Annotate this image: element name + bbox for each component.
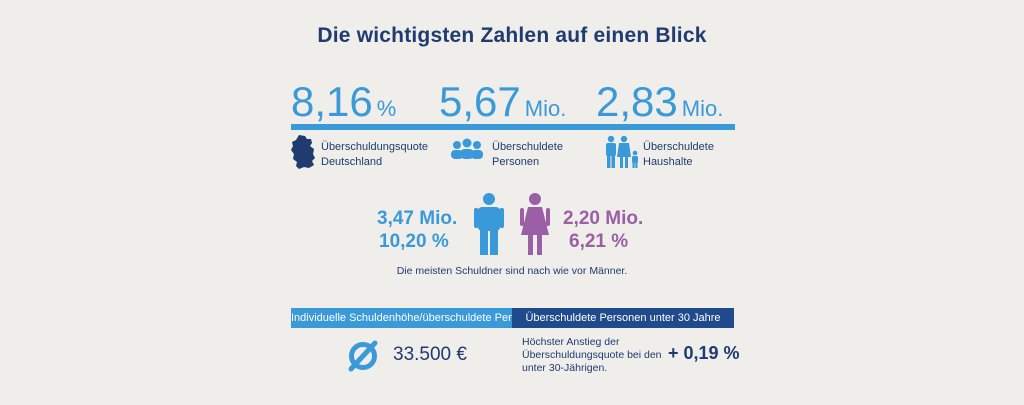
youth-value: + 0,19 % [668, 343, 740, 363]
youth-text-line3: unter 30-Jährigen. [522, 362, 608, 374]
stat-persons-label-line2: Personen [492, 156, 540, 168]
stat-households-value: 2,83 Mio. [596, 78, 723, 126]
stat-quote-value: 8,16% [291, 78, 396, 126]
divider-bar [291, 124, 735, 130]
male-icon [474, 193, 504, 255]
average-icon: Ø [347, 340, 379, 372]
female-count: 2,20 Mio. [563, 208, 644, 229]
stat-persons-label-line1: Überschuldete [492, 141, 563, 153]
group-people-icon [451, 138, 483, 159]
female-percent: 6,21 % [569, 231, 629, 252]
gender-note: Die meisten Schuldner sind nach wie vor … [396, 265, 628, 277]
youth-header: Überschuldete Personen unter 30 Jahre [512, 308, 734, 328]
stat-households-label-line1: Überschuldete [643, 141, 714, 153]
youth-text-line2: Überschuldungsquote bei den [522, 349, 662, 361]
stat-quote-label-line2: Deutschland [321, 156, 383, 168]
page-title: Die wichtigsten Zahlen auf einen Blick [317, 24, 707, 47]
stat-persons-value: 5,67 Mio. [439, 78, 566, 126]
male-stats: 3,47 Mio. 10,20 % [377, 207, 463, 253]
stat-persons-number: 5,67 [439, 78, 521, 125]
germany-map-icon [291, 135, 315, 169]
stat-persons-unit: Mio. [524, 96, 567, 121]
debt-header: Individuelle Schuldenhöhe/überschuldete … [291, 308, 530, 328]
youth-text: Höchster Anstieg der Überschuldungsquote… [522, 336, 662, 375]
stat-persons-label: Überschuldete Personen [492, 140, 563, 170]
stat-quote-number: 8,16 [291, 78, 373, 125]
stat-quote-label: Überschuldungsquote Deutschland [321, 140, 428, 170]
female-icon [520, 193, 550, 255]
family-icon [606, 135, 638, 168]
stat-households-label-line2: Haushalte [643, 156, 693, 168]
youth-text-line1: Höchster Anstieg der [522, 336, 620, 348]
stat-households-label: Überschuldete Haushalte [643, 140, 714, 170]
stat-households-unit: Mio. [681, 96, 724, 121]
male-percent: 10,20 % [379, 231, 449, 252]
stat-households-number: 2,83 [596, 78, 678, 125]
female-stats: 2,20 Mio. 6,21 % [563, 207, 653, 253]
stat-quote-label-line1: Überschuldungsquote [321, 141, 429, 153]
stat-quote-unit: % [376, 96, 397, 121]
male-count: 3,47 Mio. [377, 208, 458, 229]
debt-amount: 33.500 € [393, 344, 467, 365]
